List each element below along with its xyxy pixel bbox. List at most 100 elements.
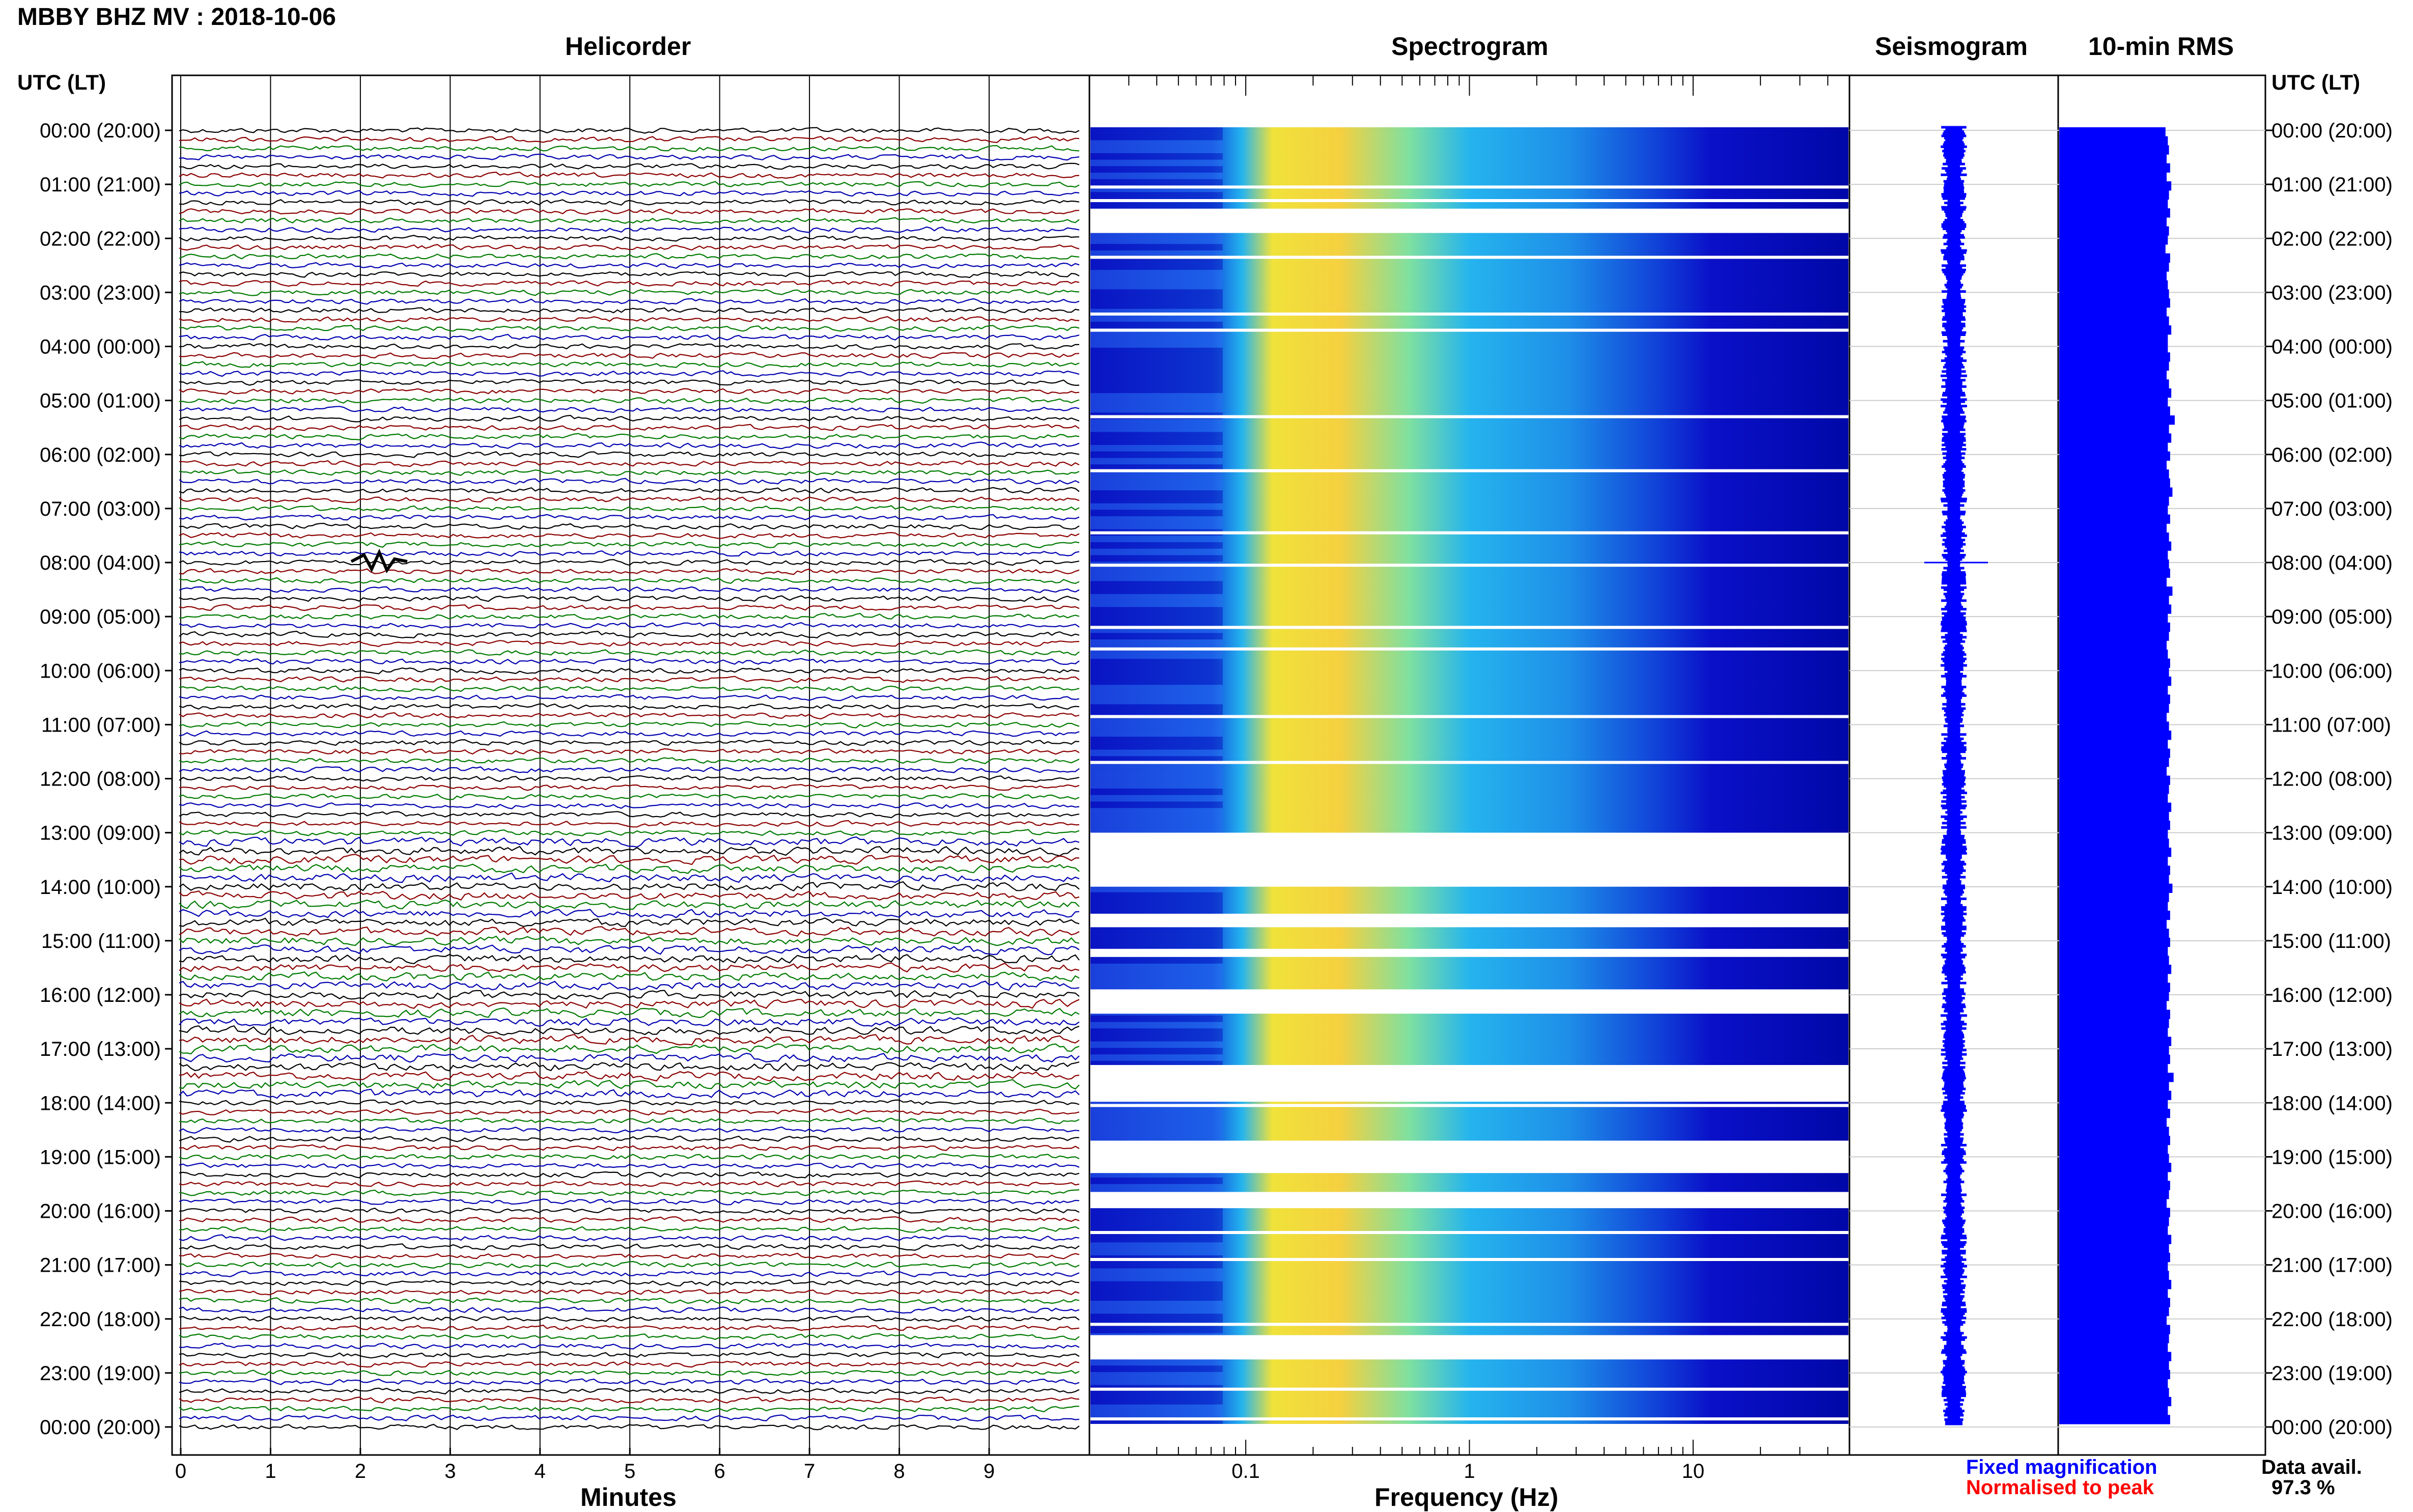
helicorder-trace — [179, 568, 1080, 575]
rms-bar — [2059, 1262, 2168, 1271]
helicorder-event — [350, 548, 408, 574]
spectrogram-lowfreq-band — [1090, 788, 1223, 795]
rms-bar — [2059, 1063, 2168, 1073]
hour-label-left: 05:00 (01:00) — [40, 390, 161, 412]
rms-bar — [2059, 856, 2168, 866]
minute-tick-label: 5 — [624, 1460, 635, 1482]
spectrogram-lowfreq-band — [1090, 1378, 1223, 1385]
spectrogram-gap — [1090, 832, 1848, 887]
spectrogram-lowfreq-band — [1090, 685, 1223, 691]
helicorder-trace — [179, 1387, 1080, 1395]
helicorder-trace — [179, 881, 1080, 892]
rms-bar — [2059, 1352, 2172, 1361]
spectrogram-lowfreq-band — [1090, 1281, 1223, 1288]
helicorder-trace — [179, 1207, 1080, 1215]
helicorder-trace — [179, 622, 1080, 629]
rms-bar — [2059, 316, 2169, 326]
helicorder-trace — [179, 586, 1080, 593]
rms-bar — [2059, 1136, 2170, 1145]
helicorder-trace — [179, 1135, 1079, 1143]
rms-bar — [2059, 1154, 2169, 1163]
helicorder-trace — [179, 853, 1080, 865]
helicorder-trace — [179, 316, 1080, 323]
spectrogram-lowfreq-band — [1090, 1216, 1223, 1223]
helicorder-trace — [179, 1252, 1080, 1259]
rms-bar — [2059, 1144, 2168, 1154]
rms-bar — [2059, 127, 2166, 137]
hour-label-right: 11:00 (07:00) — [2271, 714, 2391, 736]
rms-bar — [2059, 631, 2169, 641]
spectrogram-lowfreq-band — [1090, 704, 1223, 711]
helicorder-trace — [179, 558, 1080, 566]
helicorder-trace — [179, 414, 1080, 423]
helicorder-trace — [179, 1414, 1080, 1422]
rms-bar — [2059, 334, 2168, 344]
spectrogram-lowfreq-band — [1090, 821, 1223, 828]
helicorder-trace — [179, 271, 1080, 278]
helicorder-trace — [179, 890, 1080, 901]
helicorder-trace — [179, 352, 1080, 359]
hour-label-left: 15:00 (11:00) — [41, 930, 161, 953]
rms-bar — [2059, 1046, 2169, 1055]
spectrogram-lowfreq-band — [1090, 276, 1223, 283]
helicorder-trace — [179, 1226, 1080, 1233]
hour-label-right: 19:00 (15:00) — [2271, 1146, 2393, 1168]
rms-bar — [2059, 1307, 2169, 1317]
spectrogram-lowfreq-band — [1090, 957, 1223, 964]
spectrogram-lowfreq-band — [1090, 484, 1223, 491]
hour-label-left: 22:00 (18:00) — [40, 1308, 161, 1331]
spectrogram-lowfreq-band — [1090, 516, 1223, 523]
rms-bar — [2059, 775, 2170, 785]
rms-bar — [2059, 1298, 2170, 1307]
spectrogram-lowfreq-band — [1090, 963, 1223, 970]
helicorder-trace — [179, 145, 1080, 152]
helicorder-trace — [179, 1270, 1080, 1278]
spectrogram-lowfreq-band — [1090, 1411, 1223, 1418]
spectrogram-lowfreq-band — [1090, 1132, 1223, 1139]
rms-bar — [2059, 694, 2170, 704]
rms-bar — [2059, 235, 2168, 245]
helicorder-trace — [179, 577, 1080, 584]
spectrogram-lowfreq-band — [1090, 147, 1223, 153]
helicorder-trace — [179, 1117, 1080, 1125]
helicorder-trace — [179, 279, 1080, 287]
spectrogram-lowfreq-band — [1090, 510, 1223, 517]
hour-label-right: 00:00 (20:00) — [2271, 1416, 2393, 1439]
spectrogram-lowfreq-band — [1090, 639, 1223, 646]
hour-label-right: 04:00 (00:00) — [2271, 336, 2393, 358]
hour-label-right: 03:00 (23:00) — [2271, 282, 2393, 304]
hour-label-right: 22:00 (18:00) — [2271, 1308, 2393, 1331]
spectrogram-lowfreq-band — [1090, 192, 1223, 199]
spectrogram-lowfreq-band — [1090, 885, 1223, 892]
rms-bar — [2059, 343, 2168, 353]
helicorder-traces — [179, 127, 1080, 1431]
rms-bar — [2059, 1342, 2168, 1353]
hour-label-left: 00:00 (20:00) — [40, 1416, 161, 1439]
helicorder-trace — [179, 136, 1080, 144]
hour-label-right: 14:00 (10:00) — [2271, 876, 2393, 899]
hour-label-left: 03:00 (23:00) — [40, 282, 161, 304]
rms-bar — [2059, 973, 2168, 983]
rms-bar — [2059, 829, 2168, 839]
helicorder-trace — [179, 1153, 1080, 1160]
spectrogram-lowfreq-band — [1090, 503, 1223, 510]
helicorder-trace — [179, 676, 1080, 683]
rms-bar — [2059, 1010, 2170, 1019]
spectrogram-lowfreq-band — [1090, 341, 1223, 348]
spectrogram-lowfreq-band — [1090, 730, 1223, 737]
rms-bar — [2059, 1396, 2172, 1407]
spectrogram-lowfreq-band — [1090, 607, 1223, 614]
minute-tick-label: 6 — [714, 1460, 725, 1482]
spectrogram-lowfreq-band — [1090, 1015, 1223, 1022]
rms-bar — [2059, 1252, 2170, 1263]
rms-bar — [2059, 1019, 2169, 1028]
helicorder-trace — [179, 505, 1080, 512]
helicorder-trace — [179, 612, 1080, 620]
spectrogram-lowfreq-band — [1090, 244, 1223, 250]
helicorder-trace — [179, 208, 1080, 215]
helicorder-trace — [179, 775, 1080, 782]
rms-bar — [2059, 190, 2169, 200]
hour-label-right: 16:00 (12:00) — [2271, 984, 2393, 1006]
helicorder-trace — [179, 595, 1080, 602]
rms-bar — [2059, 613, 2168, 623]
